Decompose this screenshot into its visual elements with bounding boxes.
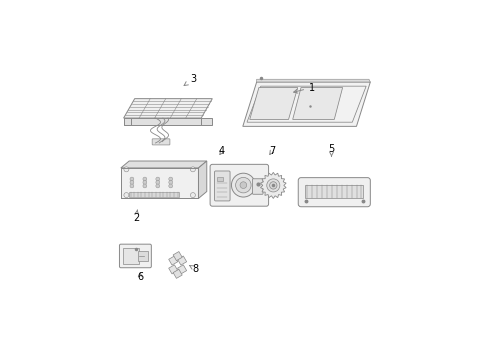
Circle shape bbox=[130, 180, 134, 184]
FancyBboxPatch shape bbox=[120, 244, 151, 268]
Circle shape bbox=[156, 177, 160, 181]
Polygon shape bbox=[121, 161, 207, 168]
Polygon shape bbox=[201, 118, 212, 125]
Polygon shape bbox=[243, 82, 370, 126]
Polygon shape bbox=[123, 118, 130, 125]
Circle shape bbox=[270, 182, 277, 189]
Circle shape bbox=[169, 180, 172, 184]
Text: 3: 3 bbox=[184, 74, 196, 86]
Circle shape bbox=[236, 177, 251, 193]
Polygon shape bbox=[250, 87, 298, 120]
Bar bbox=[138, 251, 147, 261]
FancyBboxPatch shape bbox=[298, 177, 370, 207]
Text: 2: 2 bbox=[133, 210, 139, 223]
Circle shape bbox=[231, 173, 255, 197]
Circle shape bbox=[143, 184, 147, 188]
Circle shape bbox=[191, 193, 196, 198]
FancyBboxPatch shape bbox=[210, 164, 269, 206]
Polygon shape bbox=[177, 256, 187, 265]
Polygon shape bbox=[173, 252, 182, 261]
Polygon shape bbox=[173, 269, 182, 278]
Polygon shape bbox=[293, 87, 343, 120]
Circle shape bbox=[130, 184, 134, 188]
Circle shape bbox=[169, 184, 172, 188]
Polygon shape bbox=[169, 265, 178, 274]
Bar bbox=[217, 177, 222, 181]
Circle shape bbox=[267, 179, 280, 192]
FancyBboxPatch shape bbox=[215, 171, 230, 201]
Text: 7: 7 bbox=[269, 146, 275, 156]
Circle shape bbox=[191, 167, 196, 172]
Polygon shape bbox=[177, 265, 187, 274]
Text: 6: 6 bbox=[137, 273, 143, 283]
Bar bbox=[121, 168, 198, 198]
FancyBboxPatch shape bbox=[152, 139, 170, 145]
Polygon shape bbox=[198, 161, 207, 198]
Circle shape bbox=[156, 184, 160, 188]
FancyBboxPatch shape bbox=[252, 179, 263, 194]
Polygon shape bbox=[123, 99, 212, 118]
Text: 8: 8 bbox=[190, 264, 199, 274]
Circle shape bbox=[143, 180, 147, 184]
Bar bbox=[305, 185, 364, 198]
Polygon shape bbox=[261, 172, 286, 198]
Text: 4: 4 bbox=[219, 146, 225, 156]
Polygon shape bbox=[247, 86, 366, 122]
Circle shape bbox=[169, 177, 172, 181]
Circle shape bbox=[156, 180, 160, 184]
Polygon shape bbox=[257, 79, 370, 82]
Bar bbox=[123, 248, 139, 264]
Bar bbox=[129, 192, 179, 197]
Polygon shape bbox=[169, 256, 178, 265]
Bar bbox=[121, 168, 198, 198]
Text: 1: 1 bbox=[294, 82, 315, 93]
Circle shape bbox=[143, 177, 147, 181]
Polygon shape bbox=[123, 118, 201, 125]
Circle shape bbox=[130, 177, 134, 181]
Text: 5: 5 bbox=[328, 144, 335, 156]
Circle shape bbox=[240, 182, 246, 189]
Circle shape bbox=[124, 167, 129, 172]
Circle shape bbox=[124, 193, 129, 198]
